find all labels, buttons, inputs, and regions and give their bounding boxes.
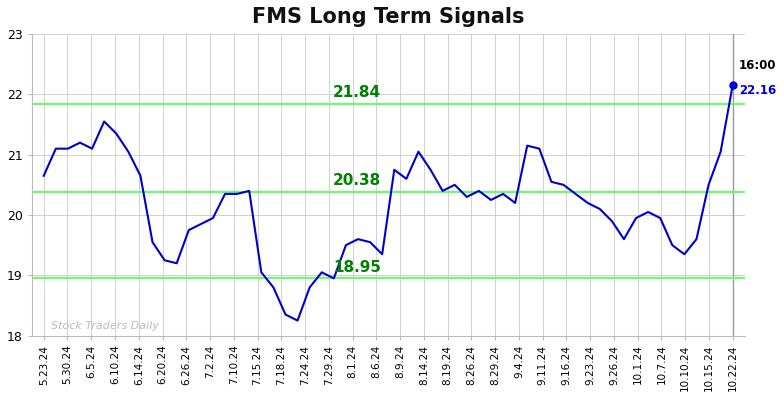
- Text: 21.84: 21.84: [333, 86, 381, 100]
- Text: 18.95: 18.95: [333, 260, 381, 275]
- Text: 20.38: 20.38: [333, 174, 381, 189]
- Text: 16:00: 16:00: [739, 59, 776, 72]
- Text: 22.16: 22.16: [739, 84, 776, 97]
- Title: FMS Long Term Signals: FMS Long Term Signals: [252, 7, 524, 27]
- Text: Stock Traders Daily: Stock Traders Daily: [51, 321, 159, 331]
